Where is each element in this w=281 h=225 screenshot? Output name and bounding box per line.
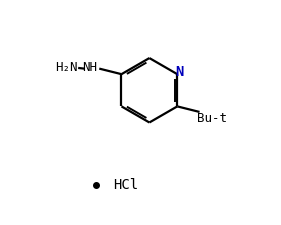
Text: H₂N: H₂N <box>55 61 78 74</box>
Text: HCl: HCl <box>113 178 138 192</box>
Text: Bu-t: Bu-t <box>197 112 227 125</box>
Text: NH: NH <box>82 61 98 74</box>
Text: N: N <box>175 65 183 79</box>
